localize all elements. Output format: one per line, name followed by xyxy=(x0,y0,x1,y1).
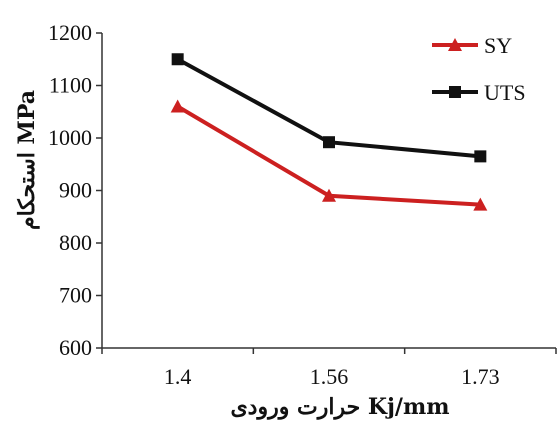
series-sy xyxy=(170,99,488,211)
x-tick-labels: 1.4 1.56 1.73 xyxy=(164,364,500,389)
data-point-uts xyxy=(171,53,184,66)
y-tick-label: 1000 xyxy=(48,125,92,150)
x-tick-label: 1.56 xyxy=(310,364,349,389)
y-tick-label: 600 xyxy=(59,335,92,360)
series-layer xyxy=(170,53,488,211)
y-tick-label: 800 xyxy=(59,230,92,255)
legend-item-sy: SY xyxy=(432,33,512,58)
y-axis-title: استحکام MPa xyxy=(14,90,40,230)
x-tick-label: 1.73 xyxy=(461,364,500,389)
y-tick-label: 1100 xyxy=(49,73,92,98)
x-tick-label: 1.4 xyxy=(164,364,192,389)
legend: SY UTS xyxy=(432,33,526,105)
y-tick-label: 900 xyxy=(59,178,92,203)
data-point-sy xyxy=(170,99,185,113)
x-axis-title: حرارت ورودی Kj/mm xyxy=(230,394,449,420)
axes xyxy=(96,32,557,354)
data-point-sy xyxy=(473,197,488,211)
legend-marker-uts xyxy=(449,86,461,98)
y-tick-label: 700 xyxy=(59,283,92,308)
y-tick-label: 1200 xyxy=(48,20,92,45)
legend-label-uts: UTS xyxy=(484,80,526,105)
data-point-sy xyxy=(322,188,336,202)
data-point-uts xyxy=(323,136,335,149)
legend-label-sy: SY xyxy=(484,33,512,58)
series-uts xyxy=(171,53,487,163)
data-point-uts xyxy=(474,150,487,163)
legend-marker-sy xyxy=(448,38,462,51)
legend-item-uts: UTS xyxy=(432,80,526,105)
y-tick-labels: 600 700 800 900 1000 1100 1200 xyxy=(48,20,92,360)
